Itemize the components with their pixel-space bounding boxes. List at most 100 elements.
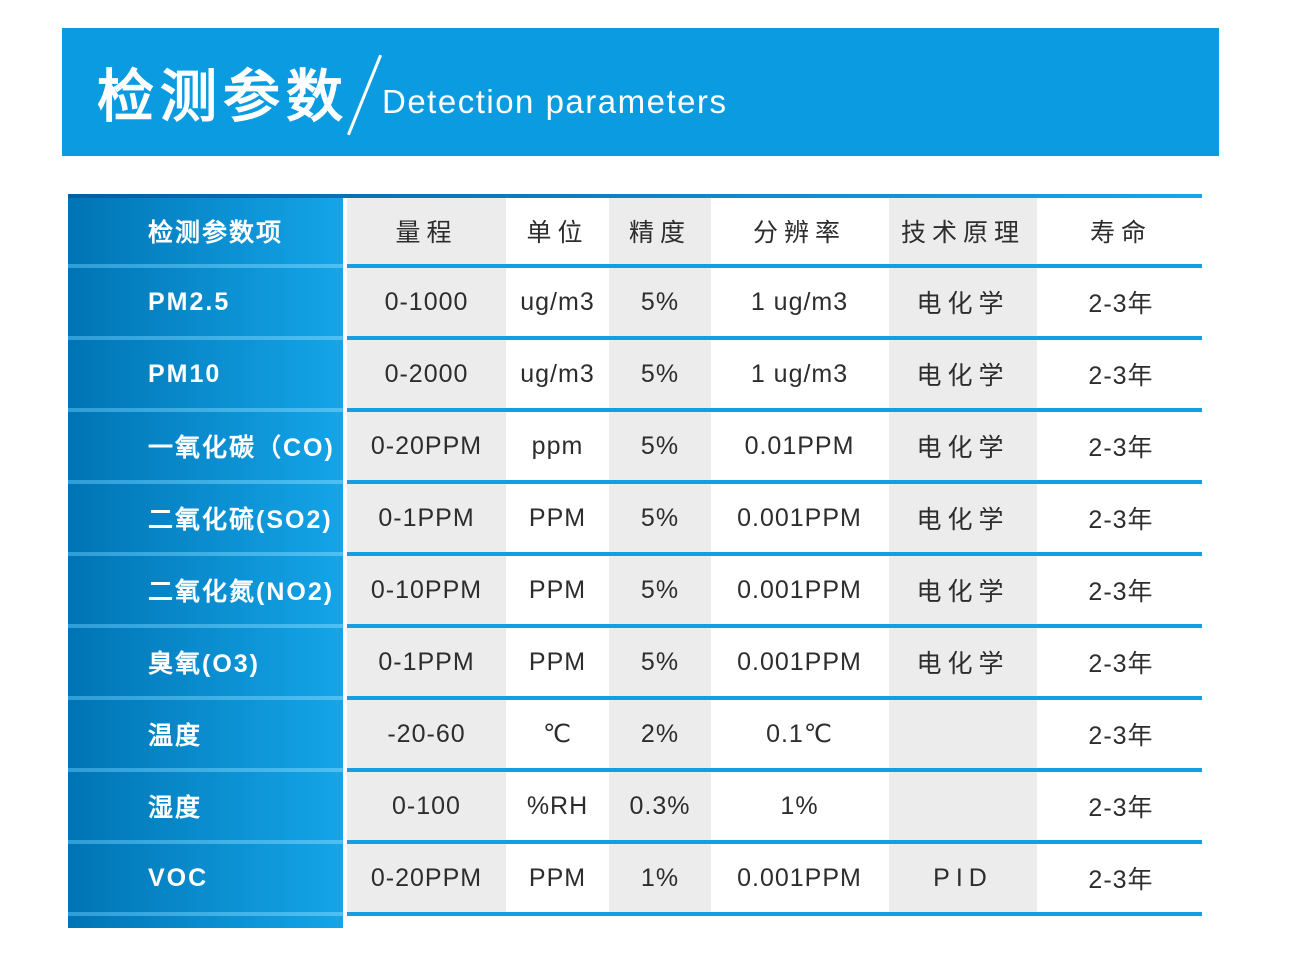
cell-unit: ppm: [509, 412, 606, 480]
cell-accuracy: 1%: [609, 844, 711, 912]
column-gap: [343, 844, 347, 912]
row-separator: [68, 840, 1202, 844]
table-row: 臭氧(O3) 0-1PPM PPM 5% 0.001PPM 电化学 2-3年: [68, 628, 1202, 696]
column-gap: [343, 912, 347, 916]
row-separator-left: [68, 840, 343, 844]
column-gap: [343, 268, 347, 336]
cell-accuracy: 5%: [609, 484, 711, 552]
cell-range: 0-20PPM: [347, 412, 506, 480]
cell-resolution: 0.001PPM: [714, 556, 885, 624]
table-row: PM2.5 0-1000 ug/m3 5% 1 ug/m3 电化学 2-3年: [68, 268, 1202, 336]
row-separator: [68, 408, 1202, 412]
cell-lifespan: 2-3年: [1040, 484, 1202, 552]
cell-principle: [889, 700, 1037, 768]
row-separator-right: [347, 768, 1202, 772]
page-title: 检测参数: [97, 65, 349, 129]
row-separator: [68, 624, 1202, 628]
row-separator: [68, 552, 1202, 556]
column-gap: [343, 700, 347, 768]
cell-unit: PPM: [509, 844, 606, 912]
row-separator: [68, 768, 1202, 772]
column-gap: [343, 552, 347, 556]
row-separator-right: [347, 624, 1202, 628]
row-separator-left: [68, 768, 343, 772]
row-separator-left: [68, 480, 343, 484]
row-separator: [68, 696, 1202, 700]
row-param-label: VOC: [68, 844, 343, 912]
cell-lifespan: 2-3年: [1040, 844, 1202, 912]
row-separator-right: [347, 408, 1202, 412]
row-param-label: 湿度: [68, 772, 343, 840]
cell-accuracy: 5%: [609, 340, 711, 408]
cell-lifespan: 2-3年: [1040, 268, 1202, 336]
column-gap: [343, 336, 347, 340]
row-param-label: 二氧化氮(NO2): [68, 556, 343, 624]
cell-principle: 电化学: [889, 556, 1037, 624]
cell-unit: PPM: [509, 628, 606, 696]
header-cell-lifespan: 寿命: [1040, 198, 1202, 264]
column-gap: [343, 408, 347, 412]
table-row: 一氧化碳（CO) 0-20PPM ppm 5% 0.01PPM 电化学 2-3年: [68, 412, 1202, 480]
table-row: 温度 -20-60 ℃ 2% 0.1℃ 2-3年: [68, 700, 1202, 768]
cell-lifespan: 2-3年: [1040, 340, 1202, 408]
table-row: PM10 0-2000 ug/m3 5% 1 ug/m3 电化学 2-3年: [68, 340, 1202, 408]
row-separator: [68, 264, 1202, 268]
row-param-label: 二氧化硫(SO2): [68, 484, 343, 552]
column-gap: [343, 772, 347, 840]
cell-range: 0-10PPM: [347, 556, 506, 624]
row-separator: [68, 912, 1202, 916]
cell-principle: 电化学: [889, 340, 1037, 408]
cell-resolution: 1 ug/m3: [714, 340, 885, 408]
cell-range: 0-100: [347, 772, 506, 840]
row-separator-left: [68, 912, 343, 916]
header-cell-range: 量程: [347, 198, 506, 264]
cell-range: 0-1000: [347, 268, 506, 336]
cell-lifespan: 2-3年: [1040, 556, 1202, 624]
cell-unit: ug/m3: [509, 268, 606, 336]
section-header-banner: 检测参数 Detection parameters: [62, 28, 1219, 156]
row-separator-right: [347, 912, 1202, 916]
row-separator-right: [347, 336, 1202, 340]
column-gap: [343, 340, 347, 408]
page: 检测参数 Detection parameters 检测参数项 量程 单位 精度…: [0, 28, 1300, 928]
column-gap: [343, 696, 347, 700]
column-gap: [343, 624, 347, 628]
cell-lifespan: 2-3年: [1040, 700, 1202, 768]
row-separator-left: [68, 408, 343, 412]
cell-resolution: 0.001PPM: [714, 484, 885, 552]
cell-range: 0-2000: [347, 340, 506, 408]
column-gap: [343, 480, 347, 484]
column-gap: [343, 628, 347, 696]
cell-accuracy: 5%: [609, 556, 711, 624]
row-separator-right: [347, 696, 1202, 700]
table-header-row: 检测参数项 量程 单位 精度 分辨率 技术原理 寿命: [68, 198, 1202, 264]
cell-range: 0-20PPM: [347, 844, 506, 912]
row-separator-left: [68, 264, 343, 268]
cell-accuracy: 5%: [609, 412, 711, 480]
header-cell-param: 检测参数项: [68, 198, 343, 264]
column-gap: [343, 264, 347, 268]
cell-lifespan: 2-3年: [1040, 772, 1202, 840]
row-separator-left: [68, 696, 343, 700]
cell-principle: 电化学: [889, 628, 1037, 696]
table-top-border: [68, 194, 1202, 198]
slash-divider-icon: [347, 54, 382, 136]
cell-unit: ℃: [509, 700, 606, 768]
row-separator: [68, 336, 1202, 340]
table-body: PM2.5 0-1000 ug/m3 5% 1 ug/m3 电化学 2-3年 P…: [68, 264, 1202, 916]
cell-range: -20-60: [347, 700, 506, 768]
cell-unit: ug/m3: [509, 340, 606, 408]
cell-accuracy: 5%: [609, 268, 711, 336]
row-separator-right: [347, 480, 1202, 484]
row-separator-right: [347, 840, 1202, 844]
row-separator-right: [347, 264, 1202, 268]
row-separator-left: [68, 336, 343, 340]
cell-principle: 电化学: [889, 484, 1037, 552]
cell-lifespan: 2-3年: [1040, 628, 1202, 696]
parameters-table: 检测参数项 量程 单位 精度 分辨率 技术原理 寿命 PM2.5 0-1000 …: [68, 194, 1202, 928]
table-row: 湿度 0-100 %RH 0.3% 1% 2-3年: [68, 772, 1202, 840]
header-cell-principle: 技术原理: [889, 198, 1037, 264]
cell-range: 0-1PPM: [347, 484, 506, 552]
cell-resolution: 1%: [714, 772, 885, 840]
column-gap: [343, 198, 347, 264]
